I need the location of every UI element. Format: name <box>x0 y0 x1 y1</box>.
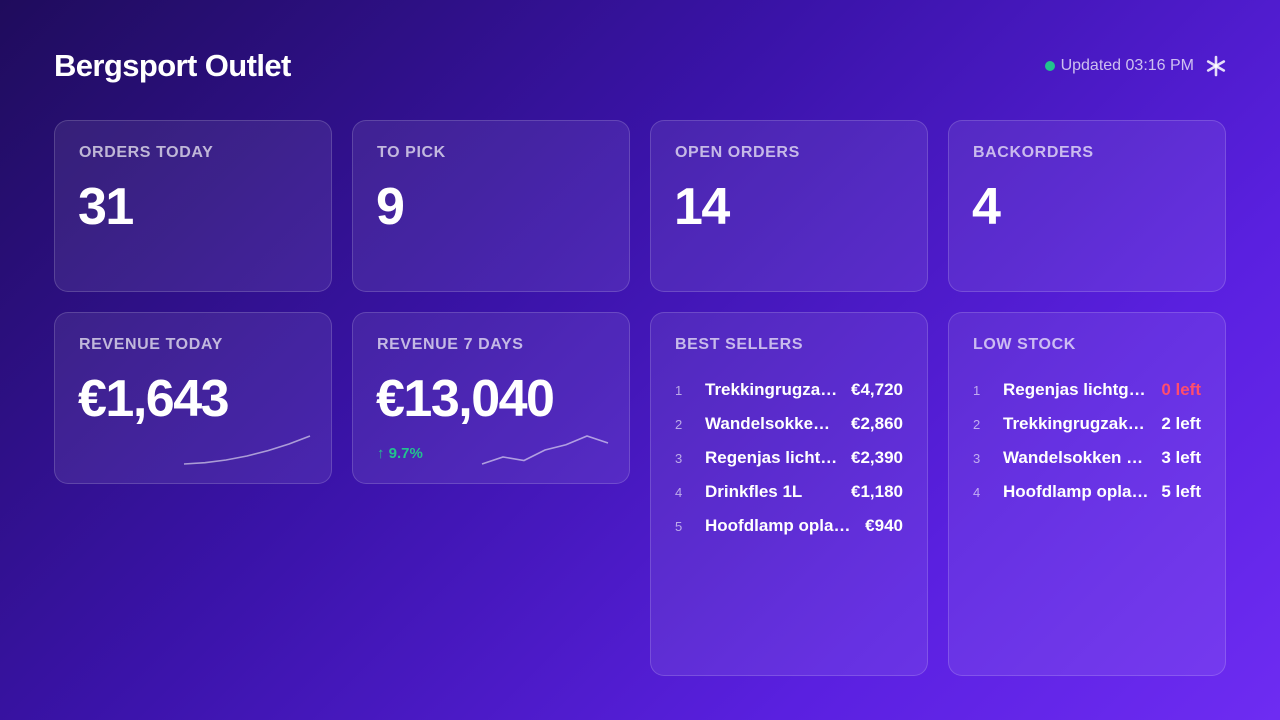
item-value: 2 left <box>1161 414 1201 433</box>
kpi-value: 9 <box>376 178 405 236</box>
kpi-card: OPEN ORDERS 14 <box>650 120 928 292</box>
list-row: 1 Regenjas lichtg… 0 left <box>973 373 1201 407</box>
best-sellers-card: BEST SELLERS 1 Trekkingrugza… €4,720 2 Wandel… <box>650 312 928 676</box>
kpi-card: BACKORDERS 4 <box>948 120 1226 292</box>
list-title: BEST SELLERS <box>675 336 804 353</box>
kpi-value: 14 <box>674 178 730 236</box>
low-stock-card: LOW STOCK 1 Regenjas lichtg… 0 left 2 Trekkin… <box>948 312 1226 676</box>
item-name: Hoofdlamp opla… <box>1003 482 1149 501</box>
rank: 3 <box>675 450 683 466</box>
list-row: 3 Regenjas licht… €2,390 <box>675 441 903 475</box>
status: Updated 03:16 PM <box>1044 57 1194 75</box>
item-name: Wandelsokken … <box>1003 448 1144 467</box>
rank: 1 <box>675 382 683 398</box>
revenue-change: ↑ 9.7% <box>377 445 423 462</box>
item-value: 5 left <box>1161 482 1201 501</box>
list-row: 1 Trekkingrugza… €4,720 <box>675 373 903 407</box>
item-name: Hoofdlamp opla… <box>705 516 851 535</box>
kpi-label: TO PICK <box>377 144 446 161</box>
kpi-value: 4 <box>972 178 1001 236</box>
page-title: Bergsport Outlet <box>54 48 291 83</box>
revenue-card: REVENUE 7 DAYS €13,040 ↑ 9.7% <box>352 312 630 484</box>
revenue-value: €13,040 <box>376 370 555 428</box>
list-row: 4 Drinkfles 1L €1,180 <box>675 475 903 509</box>
item-value: €940 <box>865 516 903 535</box>
item-name: Trekkingrugza… <box>705 380 838 399</box>
sparkline-line <box>183 435 311 465</box>
kpi-label: ORDERS TODAY <box>79 144 214 161</box>
item-value: 0 left <box>1161 380 1201 399</box>
rank: 4 <box>973 484 981 500</box>
kpi-card: ORDERS TODAY 31 <box>54 120 332 292</box>
list-title: LOW STOCK <box>973 336 1076 353</box>
revenue-label: REVENUE 7 DAYS <box>377 336 524 353</box>
item-name: Wandelsokke… <box>705 414 831 433</box>
list-row: 3 Wandelsokken … 3 left <box>973 441 1201 475</box>
list: 1 Trekkingrugza… €4,720 2 Wandelsokke… €2,860… <box>675 373 903 543</box>
kpi-label: BACKORDERS <box>973 144 1094 161</box>
item-value: €1,180 <box>851 482 903 501</box>
list-row: 5 Hoofdlamp opla… €940 <box>675 509 903 543</box>
item-value: 3 left <box>1161 448 1201 467</box>
rank: 2 <box>973 416 981 432</box>
list-row: 4 Hoofdlamp opla… 5 left <box>973 475 1201 509</box>
item-value: €2,860 <box>851 414 903 433</box>
list-row: 2 Wandelsokke… €2,860 <box>675 407 903 441</box>
list-row: 2 Trekkingrugzak… 2 left <box>973 407 1201 441</box>
status-dot <box>1044 61 1055 71</box>
item-value: €2,390 <box>851 448 903 467</box>
status-text: Updated 03:16 PM <box>1060 57 1194 74</box>
rank: 3 <box>973 450 981 466</box>
item-name: Regenjas licht… <box>705 448 838 467</box>
revenue-value: €1,643 <box>78 370 230 428</box>
revenue-card: REVENUE TODAY €1,643 <box>54 312 332 484</box>
rank: 2 <box>675 416 683 432</box>
settings-icon[interactable] <box>1205 55 1227 77</box>
kpi-card: TO PICK 9 <box>352 120 630 292</box>
item-value: €4,720 <box>851 380 903 399</box>
revenue-label: REVENUE TODAY <box>79 336 223 353</box>
sparkline-line <box>481 435 609 465</box>
item-name: Drinkfles 1L <box>705 482 803 501</box>
rank: 4 <box>675 484 683 500</box>
list: 1 Regenjas lichtg… 0 left 2 Trekkingrugzak… 2… <box>973 373 1201 509</box>
item-name: Regenjas lichtg… <box>1003 380 1146 399</box>
kpi-label: OPEN ORDERS <box>675 144 800 161</box>
sparkline <box>183 435 311 465</box>
item-name: Trekkingrugzak… <box>1003 414 1145 433</box>
rank: 5 <box>675 518 683 534</box>
kpi-value: 31 <box>78 178 134 236</box>
rank: 1 <box>973 382 981 398</box>
sparkline <box>481 435 609 465</box>
